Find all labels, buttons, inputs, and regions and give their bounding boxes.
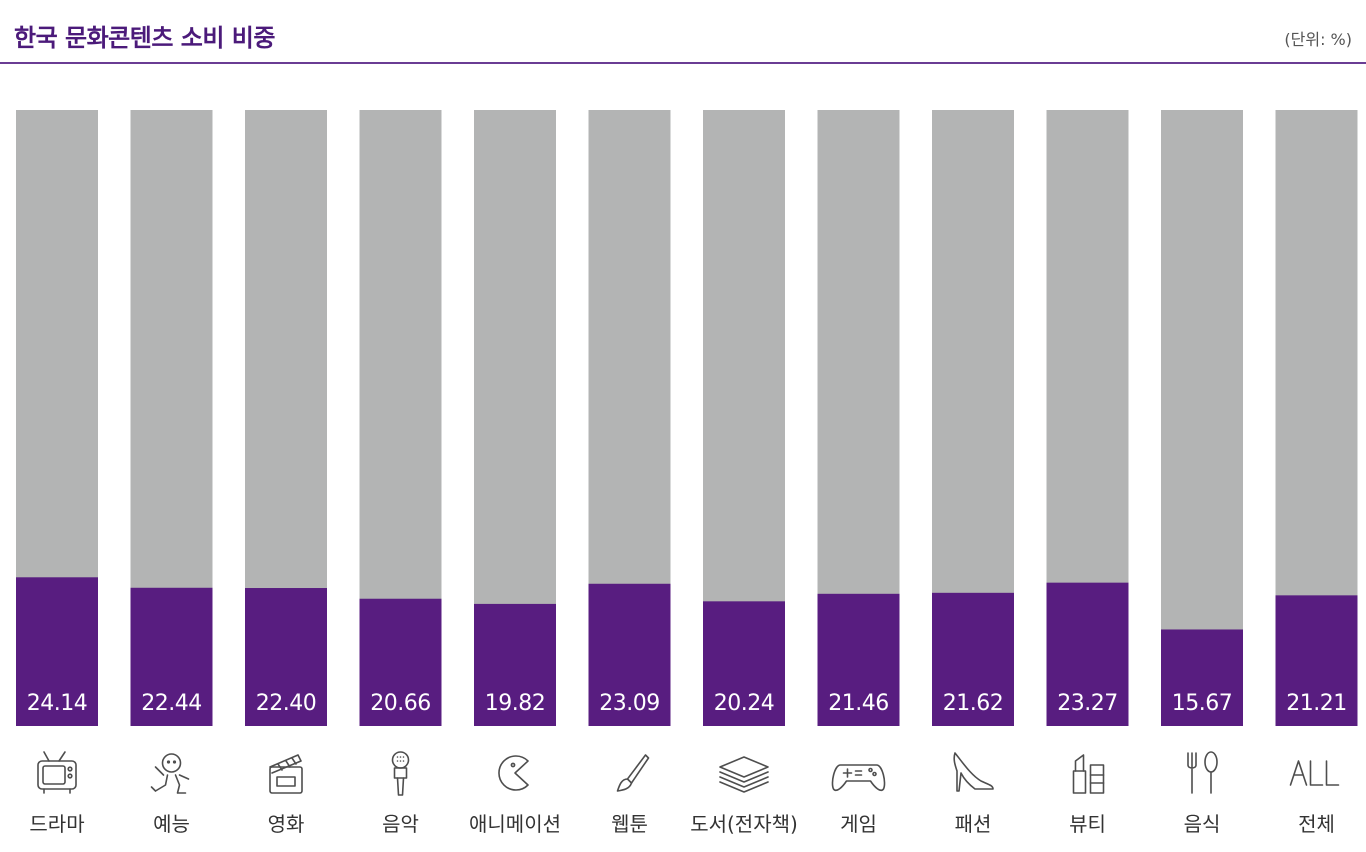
clapperboard-icon bbox=[269, 754, 303, 794]
dancing-person-icon bbox=[150, 753, 190, 794]
category-label: 예능 bbox=[153, 812, 190, 836]
tv-icon bbox=[37, 751, 77, 794]
bar-value-label: 22.44 bbox=[141, 691, 201, 716]
bar-value bbox=[245, 588, 327, 726]
category-label: 웹툰 bbox=[611, 812, 648, 836]
bar-value-label: 24.14 bbox=[27, 691, 87, 716]
bar-value-label: 20.24 bbox=[714, 691, 774, 716]
microphone-icon bbox=[391, 751, 410, 796]
category-label: 뷰티 bbox=[1069, 812, 1106, 836]
bar-background bbox=[1161, 110, 1243, 726]
bar-value-label: 22.40 bbox=[256, 691, 316, 716]
category-label: 영화 bbox=[268, 812, 305, 836]
bar-value-label: 19.82 bbox=[485, 691, 545, 716]
bar-value-label: 21.62 bbox=[943, 691, 1003, 716]
bar-value bbox=[1046, 582, 1129, 726]
bar-value-label: 21.46 bbox=[828, 691, 888, 716]
category-label: 애니메이션 bbox=[469, 812, 561, 836]
bar-value-label: 15.67 bbox=[1172, 691, 1232, 716]
bar-value bbox=[703, 601, 785, 726]
fork-spoon-icon bbox=[1187, 751, 1218, 794]
category-label: 음악 bbox=[382, 812, 419, 836]
category-label: 전체 bbox=[1298, 812, 1335, 836]
high-heel-icon bbox=[953, 752, 994, 792]
category-label: 패션 bbox=[955, 812, 992, 836]
paintbrush-icon bbox=[616, 754, 650, 792]
book-stack-icon bbox=[719, 756, 769, 793]
category-label: 게임 bbox=[840, 812, 877, 836]
bar-value-label: 23.09 bbox=[599, 691, 659, 716]
bar-value bbox=[1275, 595, 1358, 726]
category-label: 드라마 bbox=[29, 812, 84, 836]
category-label: 도서(전자책) bbox=[690, 812, 798, 836]
cosmetics-icon bbox=[1072, 754, 1105, 794]
bar-value bbox=[932, 592, 1014, 726]
title-divider bbox=[0, 62, 1366, 64]
bar-value bbox=[1161, 629, 1243, 726]
bar-value bbox=[359, 598, 442, 726]
all-text-icon bbox=[1289, 760, 1340, 786]
unit-label: (단위: %) bbox=[1284, 30, 1352, 49]
bar-value bbox=[16, 577, 98, 726]
bar-value bbox=[588, 583, 671, 726]
bar-value bbox=[130, 587, 213, 726]
bar-value-label: 21.21 bbox=[1286, 691, 1346, 716]
gamepad-icon bbox=[831, 764, 886, 792]
pacman-icon bbox=[498, 755, 529, 791]
chart-title: 한국 문화콘텐츠 소비 비중 bbox=[14, 24, 275, 52]
bar-value bbox=[817, 593, 900, 726]
category-label: 음식 bbox=[1184, 812, 1221, 836]
bar-value bbox=[474, 603, 556, 726]
bar-value-label: 20.66 bbox=[370, 691, 430, 716]
bar-value-label: 23.27 bbox=[1057, 691, 1117, 716]
